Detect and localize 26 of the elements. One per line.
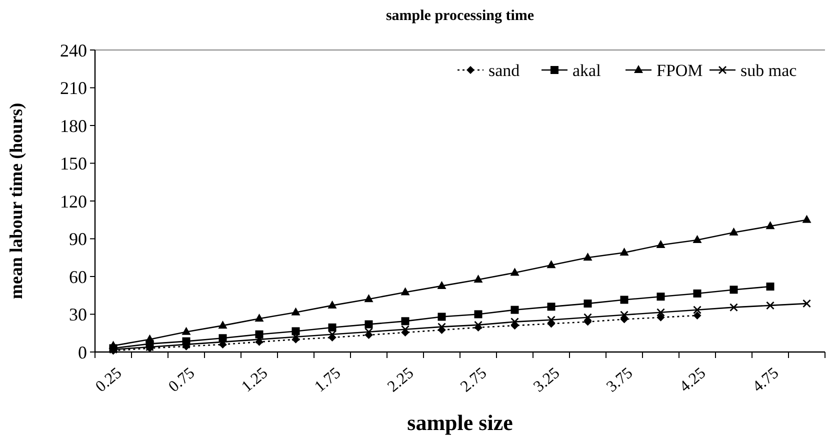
x-axis-title: sample size [407,410,514,435]
y-axis-title: mean labour time (hours) [6,102,26,300]
y-tick-label: 90 [69,229,87,250]
x-tick-label: 1.25 [238,364,272,396]
legend-label: sand [488,60,520,80]
y-tick-label: 180 [60,116,87,136]
x-tick-label: 3.75 [604,364,636,396]
y-tick-label: 150 [60,154,87,174]
x-tick-label: 2.75 [458,364,490,396]
x-tick-label: 3.25 [530,364,564,396]
x-tick-label: 2.25 [384,364,418,396]
legend-label: sub mac [740,60,798,80]
x-tick-label: 1.75 [312,364,344,396]
y-tick-label: 60 [69,266,87,287]
x-tick-label: 0.75 [166,364,198,396]
legend-label: FPOM [656,60,703,80]
y-tick-label: 120 [60,191,87,212]
x-tick-label: 4.75 [750,364,782,396]
y-tick-label: 210 [60,78,87,98]
y-tick-label: 0 [78,342,87,362]
y-tick-label: 30 [69,304,87,325]
x-tick-label: 4.25 [676,364,710,396]
chart-title: sample processing time [386,8,534,24]
x-tick-label: 0.25 [92,364,126,396]
y-tick-label: 240 [60,40,87,60]
legend-label: akal [572,60,602,80]
